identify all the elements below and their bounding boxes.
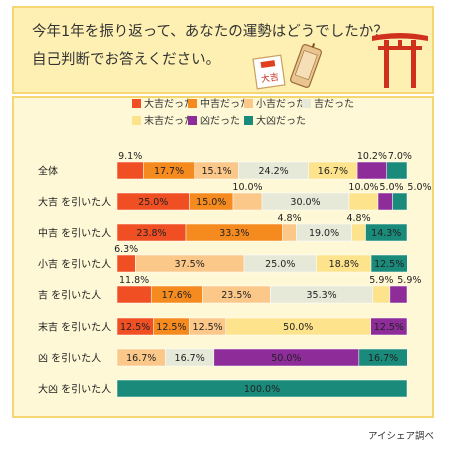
data-label: 4.8% xyxy=(277,213,301,224)
data-label: 33.3% xyxy=(219,228,249,239)
category-label: 中吉 を引いた人 xyxy=(38,227,111,240)
data-label: 5.0% xyxy=(407,182,431,193)
bar-segment xyxy=(116,254,136,273)
data-label: 7.0% xyxy=(388,151,412,162)
data-label: 5.9% xyxy=(369,275,393,286)
chart-title-line1: 今年1年を振り返って、あなたの運勢はどうでしたか？ xyxy=(32,24,388,40)
data-label: 5.0% xyxy=(379,182,403,193)
legend-swatch xyxy=(188,116,197,125)
chart-title-line2: 自己判断でお答えください。 xyxy=(32,52,221,68)
legend-label: 吉だった xyxy=(314,98,354,110)
data-label: 25.0% xyxy=(138,197,168,208)
data-label: 15.0% xyxy=(196,197,226,208)
legend-label: 中吉だった xyxy=(200,97,250,110)
legend-label: 小吉だった xyxy=(256,98,306,110)
legend-swatch xyxy=(244,99,253,108)
data-label: 14.3% xyxy=(371,228,401,239)
bar-segment xyxy=(356,161,387,180)
data-label: 11.8% xyxy=(119,275,149,286)
legend-swatch xyxy=(244,116,253,125)
data-label: 23.8% xyxy=(136,228,166,239)
source-credit: アイシェア調べ xyxy=(367,431,434,442)
data-label: 10.0% xyxy=(232,182,262,193)
data-label: 12.5% xyxy=(120,322,150,333)
data-label: 18.8% xyxy=(329,259,359,270)
data-label: 17.7% xyxy=(154,166,184,177)
data-label: 10.0% xyxy=(348,182,378,193)
bar-segment xyxy=(282,223,297,242)
data-label: 50.0% xyxy=(271,353,301,364)
bar-segment xyxy=(389,285,408,304)
bar-segment xyxy=(370,317,408,336)
legend-swatch xyxy=(188,99,197,108)
data-label: 12.5% xyxy=(374,322,404,333)
data-label: 10.2% xyxy=(357,151,387,162)
data-label: 25.0% xyxy=(265,259,295,270)
category-label: 全体 xyxy=(38,165,58,178)
bar-segment xyxy=(377,192,393,211)
legend-swatch xyxy=(132,99,141,108)
data-label: 6.3% xyxy=(114,244,138,255)
data-label: 15.1% xyxy=(202,166,232,177)
bar-segment xyxy=(365,223,408,242)
data-label: 19.0% xyxy=(309,228,339,239)
data-label: 24.2% xyxy=(259,166,289,177)
data-label: 16.7% xyxy=(368,353,398,364)
legend-label: 大吉だった xyxy=(144,97,194,110)
svg-text:大吉: 大吉 xyxy=(260,71,280,85)
omikuji-paper-icon: 大吉 xyxy=(252,54,286,90)
data-label: 17.6% xyxy=(162,290,192,301)
bar-segment xyxy=(392,192,408,211)
category-label: 大吉 を引いた人 xyxy=(38,196,111,209)
data-label: 23.5% xyxy=(221,290,251,301)
bar-segment xyxy=(348,192,379,211)
data-label: 100.0% xyxy=(244,384,280,395)
category-label: 吉 を引いた人 xyxy=(38,290,101,302)
category-label: 小吉 を引いた人 xyxy=(38,259,111,271)
data-label: 16.7% xyxy=(175,353,205,364)
bar-segment xyxy=(351,223,366,242)
category-label: 凶 を引いた人 xyxy=(38,353,101,365)
bar-segment xyxy=(386,161,408,180)
data-label: 12.5% xyxy=(193,322,223,333)
data-label: 37.5% xyxy=(175,259,205,270)
chart-header: 今年1年を振り返って、あなたの運勢はどうでしたか？ 自己判断でお答えください。 … xyxy=(12,6,434,94)
data-label: 5.9% xyxy=(397,275,421,286)
legend-label: 大凶だった xyxy=(256,114,306,127)
data-label: 12.5% xyxy=(156,322,186,333)
bar-segment xyxy=(116,285,152,304)
bar-segment xyxy=(116,161,144,180)
bar-segment xyxy=(372,285,391,304)
legend-swatch xyxy=(302,99,311,108)
bar-segment xyxy=(358,348,408,367)
data-label: 50.0% xyxy=(283,322,313,333)
bar-segment xyxy=(232,192,263,211)
data-label: 9.1% xyxy=(118,151,142,162)
category-label: 末吉 を引いた人 xyxy=(38,321,111,334)
data-label: 12.5% xyxy=(374,259,404,270)
bar-segment xyxy=(116,379,408,398)
torii-gate-icon xyxy=(372,33,428,88)
data-label: 35.3% xyxy=(307,290,337,301)
legend-label: 末吉だった xyxy=(144,114,194,127)
data-label: 16.7% xyxy=(318,166,348,177)
data-label: 30.0% xyxy=(290,197,320,208)
legend-label: 凶だった xyxy=(200,115,240,127)
category-label: 大凶 を引いた人 xyxy=(38,383,111,396)
data-label: 16.7% xyxy=(126,353,156,364)
legend-swatch xyxy=(132,116,141,125)
data-label: 4.8% xyxy=(346,213,370,224)
bar-segment xyxy=(370,254,408,273)
omikuji-box-icon xyxy=(290,43,322,88)
